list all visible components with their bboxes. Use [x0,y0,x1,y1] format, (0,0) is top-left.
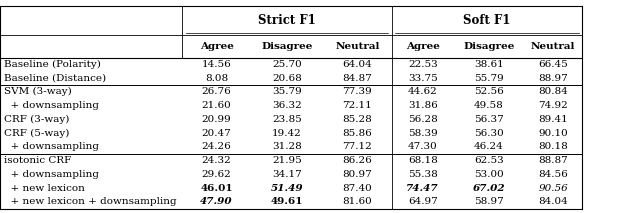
Text: 80.18: 80.18 [538,142,568,151]
Text: 80.84: 80.84 [538,87,568,96]
Text: Baseline (Distance): Baseline (Distance) [4,74,107,83]
Text: 21.95: 21.95 [272,156,302,165]
Text: 35.79: 35.79 [272,87,302,96]
Text: 74.47: 74.47 [406,184,439,193]
Text: Disagree: Disagree [463,42,515,51]
Text: 58.39: 58.39 [408,129,438,138]
Text: 55.79: 55.79 [474,74,504,83]
Text: SVM (3-way): SVM (3-way) [4,87,72,96]
Text: 87.40: 87.40 [342,184,372,193]
Text: 72.11: 72.11 [342,101,372,110]
Text: Baseline (Polarity): Baseline (Polarity) [4,60,101,69]
Text: 44.62: 44.62 [408,87,438,96]
Text: 64.97: 64.97 [408,197,438,206]
Text: 56.30: 56.30 [474,129,504,138]
Text: 49.61: 49.61 [271,197,303,206]
Text: 88.97: 88.97 [538,74,568,83]
Text: 77.12: 77.12 [342,142,372,151]
Text: 74.92: 74.92 [538,101,568,110]
Text: 81.60: 81.60 [342,197,372,206]
Text: 26.76: 26.76 [202,87,232,96]
Text: 14.56: 14.56 [202,60,232,69]
Text: 84.87: 84.87 [342,74,372,83]
Text: 90.10: 90.10 [538,129,568,138]
Text: 38.61: 38.61 [474,60,504,69]
Text: 80.97: 80.97 [342,170,372,179]
Text: + downsampling: + downsampling [4,170,99,179]
Text: 21.60: 21.60 [202,101,232,110]
Text: 20.99: 20.99 [202,115,232,124]
Text: isotonic CRF: isotonic CRF [4,156,72,165]
Text: 24.26: 24.26 [202,142,232,151]
Text: Agree: Agree [406,42,440,51]
Text: 47.90: 47.90 [200,197,233,206]
Text: 55.38: 55.38 [408,170,438,179]
Text: Neutral: Neutral [335,42,380,51]
Text: 88.87: 88.87 [538,156,568,165]
Text: 31.28: 31.28 [272,142,302,151]
Text: 46.24: 46.24 [474,142,504,151]
Text: 19.42: 19.42 [272,129,302,138]
Text: Soft F1: Soft F1 [463,14,511,27]
Text: 34.17: 34.17 [272,170,302,179]
Text: 33.75: 33.75 [408,74,438,83]
Text: 58.97: 58.97 [474,197,504,206]
Text: 53.00: 53.00 [474,170,504,179]
Text: 85.86: 85.86 [342,129,372,138]
Text: 64.04: 64.04 [342,60,372,69]
Text: 23.85: 23.85 [272,115,302,124]
Text: 49.58: 49.58 [474,101,504,110]
Text: Strict F1: Strict F1 [258,14,316,27]
Text: + new lexicon: + new lexicon [4,184,85,193]
Text: 89.41: 89.41 [538,115,568,124]
Text: 56.28: 56.28 [408,115,438,124]
Text: Agree: Agree [200,42,234,51]
Text: CRF (5-way): CRF (5-way) [4,129,70,138]
Text: 84.04: 84.04 [538,197,568,206]
Text: 20.68: 20.68 [272,74,302,83]
Text: 47.30: 47.30 [408,142,438,151]
Text: 24.32: 24.32 [202,156,232,165]
Text: 20.47: 20.47 [202,129,232,138]
Text: + downsampling: + downsampling [4,101,99,110]
Text: 84.56: 84.56 [538,170,568,179]
Text: 25.70: 25.70 [272,60,302,69]
Text: Neutral: Neutral [531,42,575,51]
Text: 67.02: 67.02 [473,184,505,193]
Text: 31.86: 31.86 [408,101,438,110]
Text: CRF (3-way): CRF (3-way) [4,115,70,124]
Text: 46.01: 46.01 [200,184,233,193]
Text: 62.53: 62.53 [474,156,504,165]
Text: 86.26: 86.26 [342,156,372,165]
Text: 68.18: 68.18 [408,156,438,165]
Text: 52.56: 52.56 [474,87,504,96]
Text: + downsampling: + downsampling [4,142,99,151]
Text: 85.28: 85.28 [342,115,372,124]
Text: Disagree: Disagree [261,42,313,51]
Text: 66.45: 66.45 [538,60,568,69]
Text: 90.56: 90.56 [538,184,568,193]
Text: 8.08: 8.08 [205,74,228,83]
Text: 56.37: 56.37 [474,115,504,124]
Text: 51.49: 51.49 [271,184,303,193]
Text: 36.32: 36.32 [272,101,302,110]
Text: + new lexicon + downsampling: + new lexicon + downsampling [4,197,177,206]
Text: 77.39: 77.39 [342,87,372,96]
Text: 29.62: 29.62 [202,170,232,179]
Text: 22.53: 22.53 [408,60,438,69]
